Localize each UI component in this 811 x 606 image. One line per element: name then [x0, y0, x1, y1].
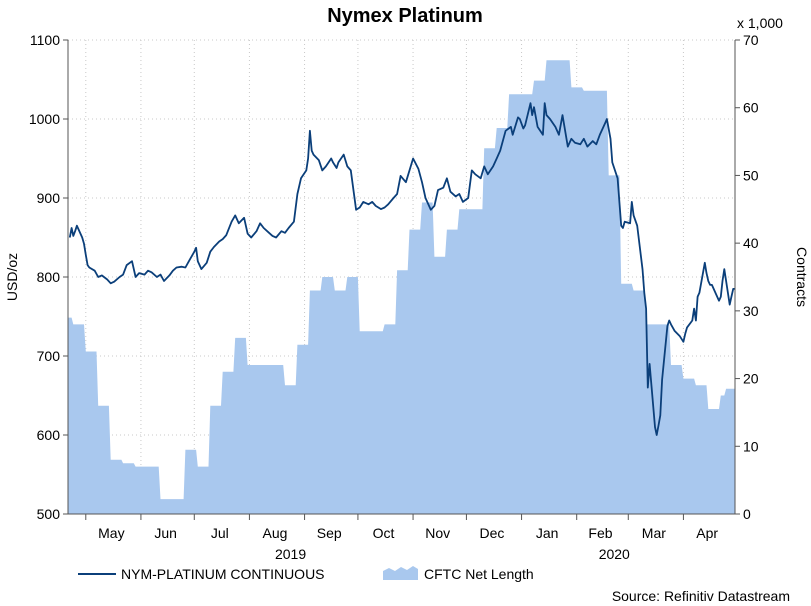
right-tick-label: 0: [743, 506, 751, 522]
x-month-label: Aug: [263, 525, 288, 541]
legend: NYM-PLATINUM CONTINUOUS CFTC Net Length: [78, 566, 534, 582]
x-month-label: Apr: [696, 525, 718, 541]
right-tick-label: 50: [743, 167, 759, 183]
platinum-price-line: [68, 102, 735, 436]
legend-label-line: NYM-PLATINUM CONTINUOUS: [121, 566, 325, 582]
legend-area-swatch: [383, 566, 418, 580]
x-month-label: Dec: [480, 525, 505, 541]
legend-label-area: CFTC Net Length: [424, 566, 534, 582]
x-month-label: May: [98, 525, 124, 541]
left-tick-label: 900: [37, 190, 61, 206]
left-tick-label: 700: [37, 348, 61, 364]
right-axis-ticks: 0 10 20 30 40 50 60 70: [735, 32, 759, 522]
cftc-net-length-area: [68, 60, 735, 515]
x-month-label: Nov: [425, 525, 450, 541]
left-axis-label: USD/oz: [4, 253, 20, 301]
x-year-label: 2020: [599, 546, 630, 562]
x-month-label: Jul: [211, 525, 229, 541]
x-axis-ticks: May Jun Jul Aug Sep Oct Nov Dec Jan Feb Mar Apr 2019…: [85, 514, 718, 562]
right-tick-label: 20: [743, 371, 759, 387]
left-tick-label: 1100: [30, 32, 60, 48]
right-axis-multiplier: x 1,000: [737, 15, 783, 31]
x-month-label: Feb: [588, 525, 612, 541]
left-axis-ticks: 500 600 700 800 900 1000 1100: [29, 32, 68, 522]
right-tick-label: 60: [743, 100, 759, 116]
chart-title: Nymex Platinum: [327, 5, 483, 27]
left-tick-label: 1000: [29, 111, 60, 127]
right-tick-label: 10: [743, 438, 759, 454]
right-axis-label: Contracts: [794, 247, 810, 307]
right-tick-label: 40: [743, 235, 759, 251]
x-year-label: 2019: [275, 546, 306, 562]
right-tick-label: 70: [743, 32, 759, 48]
left-tick-label: 800: [37, 269, 61, 285]
right-tick-label: 30: [743, 303, 759, 319]
x-month-label: Mar: [642, 525, 666, 541]
source-note: Source: Refinitiv Datastream: [612, 588, 790, 604]
line-series-layer: [68, 102, 735, 436]
x-month-label: Oct: [373, 525, 395, 541]
left-tick-label: 600: [37, 427, 61, 443]
x-month-label: Jun: [154, 525, 177, 541]
x-month-label: Jan: [536, 525, 559, 541]
x-month-label: Sep: [317, 525, 342, 541]
area-series-layer: [68, 60, 735, 515]
left-tick-label: 500: [37, 506, 61, 522]
